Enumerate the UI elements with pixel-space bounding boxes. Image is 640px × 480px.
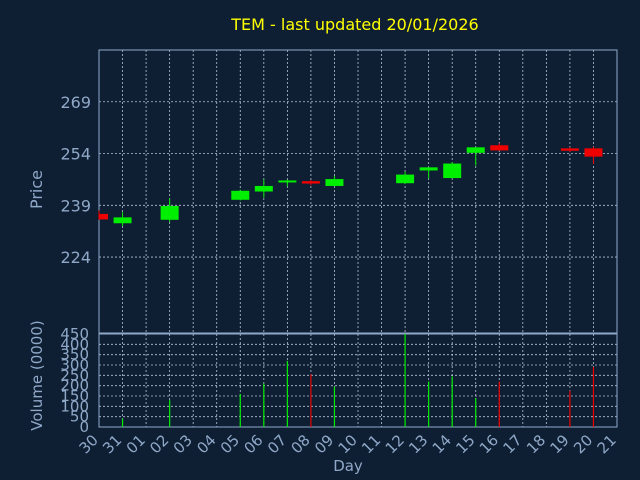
x-tick-label: 18 (523, 431, 549, 457)
x-tick-label: 19 (547, 431, 573, 457)
candle (584, 146, 603, 164)
price-tick-label: 269 (60, 93, 91, 112)
candle-body (584, 148, 603, 157)
x-axis-title: Day (333, 457, 363, 475)
candle (231, 189, 250, 201)
x-tick-label: 16 (476, 431, 502, 457)
candle (160, 198, 179, 222)
candle-body (419, 167, 438, 171)
volume-tick-label: 100 (60, 397, 89, 415)
x-tick-label: 01 (123, 431, 149, 457)
candle (301, 180, 320, 186)
x-tick-label: 31 (99, 431, 125, 457)
candle (254, 179, 273, 198)
candle (98, 210, 108, 220)
chart-title: TEM - last updated 20/01/2026 (230, 15, 478, 34)
x-tick-label: 05 (217, 431, 243, 457)
volume-axis-title: Volume (0000) (28, 320, 46, 430)
candle-body (443, 163, 462, 179)
candle-body (560, 148, 579, 151)
volume-frame (98, 333, 618, 428)
x-tick-label: 15 (452, 431, 478, 457)
x-tick-label: 03 (170, 431, 196, 457)
candle (325, 175, 344, 187)
x-tick-label: 21 (594, 431, 620, 457)
candle-body (160, 205, 179, 220)
volume-tick-label: 150 (60, 387, 89, 405)
candle (419, 167, 438, 179)
volume-tick-label: 300 (60, 356, 89, 374)
x-tick-label: 06 (240, 431, 266, 457)
candle-body (396, 174, 415, 184)
x-tick-label: 08 (288, 431, 314, 457)
candle-body (490, 145, 509, 151)
volume-tick-label: 50 (70, 408, 89, 426)
candle-body (325, 179, 344, 186)
x-axis: 3031010203040506070809101112131415161718… (76, 431, 620, 475)
x-tick-label: 09 (311, 431, 337, 457)
candle (466, 147, 485, 166)
price-tick-label: 254 (60, 145, 91, 164)
volume-tick-label: 250 (60, 366, 89, 384)
volume-tick-label: 0 (79, 418, 89, 436)
candle-body (301, 181, 320, 184)
volume-tick-label: 350 (60, 346, 89, 364)
x-tick-label: 11 (358, 431, 384, 457)
candle-body (231, 190, 250, 200)
price-panel: 224 239 254 269 Price (27, 49, 618, 334)
volume-tick-label: 400 (60, 335, 89, 353)
candle (443, 162, 462, 179)
price-tick-label: 239 (60, 196, 91, 215)
candle-body (113, 217, 132, 224)
candle-body (254, 185, 273, 192)
volume-tick-label: 450 (60, 325, 89, 343)
x-tick-label: 10 (335, 431, 361, 457)
price-tick-label: 224 (60, 248, 91, 267)
volume-tick-label: 200 (60, 377, 89, 395)
candle (560, 147, 579, 152)
candle (278, 179, 297, 187)
candle-body (99, 213, 108, 220)
x-tick-label: 07 (264, 431, 290, 457)
x-tick-label: 12 (382, 431, 408, 457)
x-tick-label: 02 (146, 431, 172, 457)
price-frame (98, 49, 618, 334)
candle (396, 171, 415, 184)
x-tick-label: 17 (499, 431, 525, 457)
x-tick-label: 14 (429, 431, 455, 457)
price-axis-title: Price (27, 170, 46, 209)
x-tick-label: 20 (570, 431, 596, 457)
candle (490, 143, 509, 151)
candle-body (466, 147, 485, 153)
candle-body (278, 180, 297, 183)
x-tick-label: 04 (193, 431, 219, 457)
x-tick-label: 13 (405, 431, 431, 457)
candle (113, 212, 132, 227)
